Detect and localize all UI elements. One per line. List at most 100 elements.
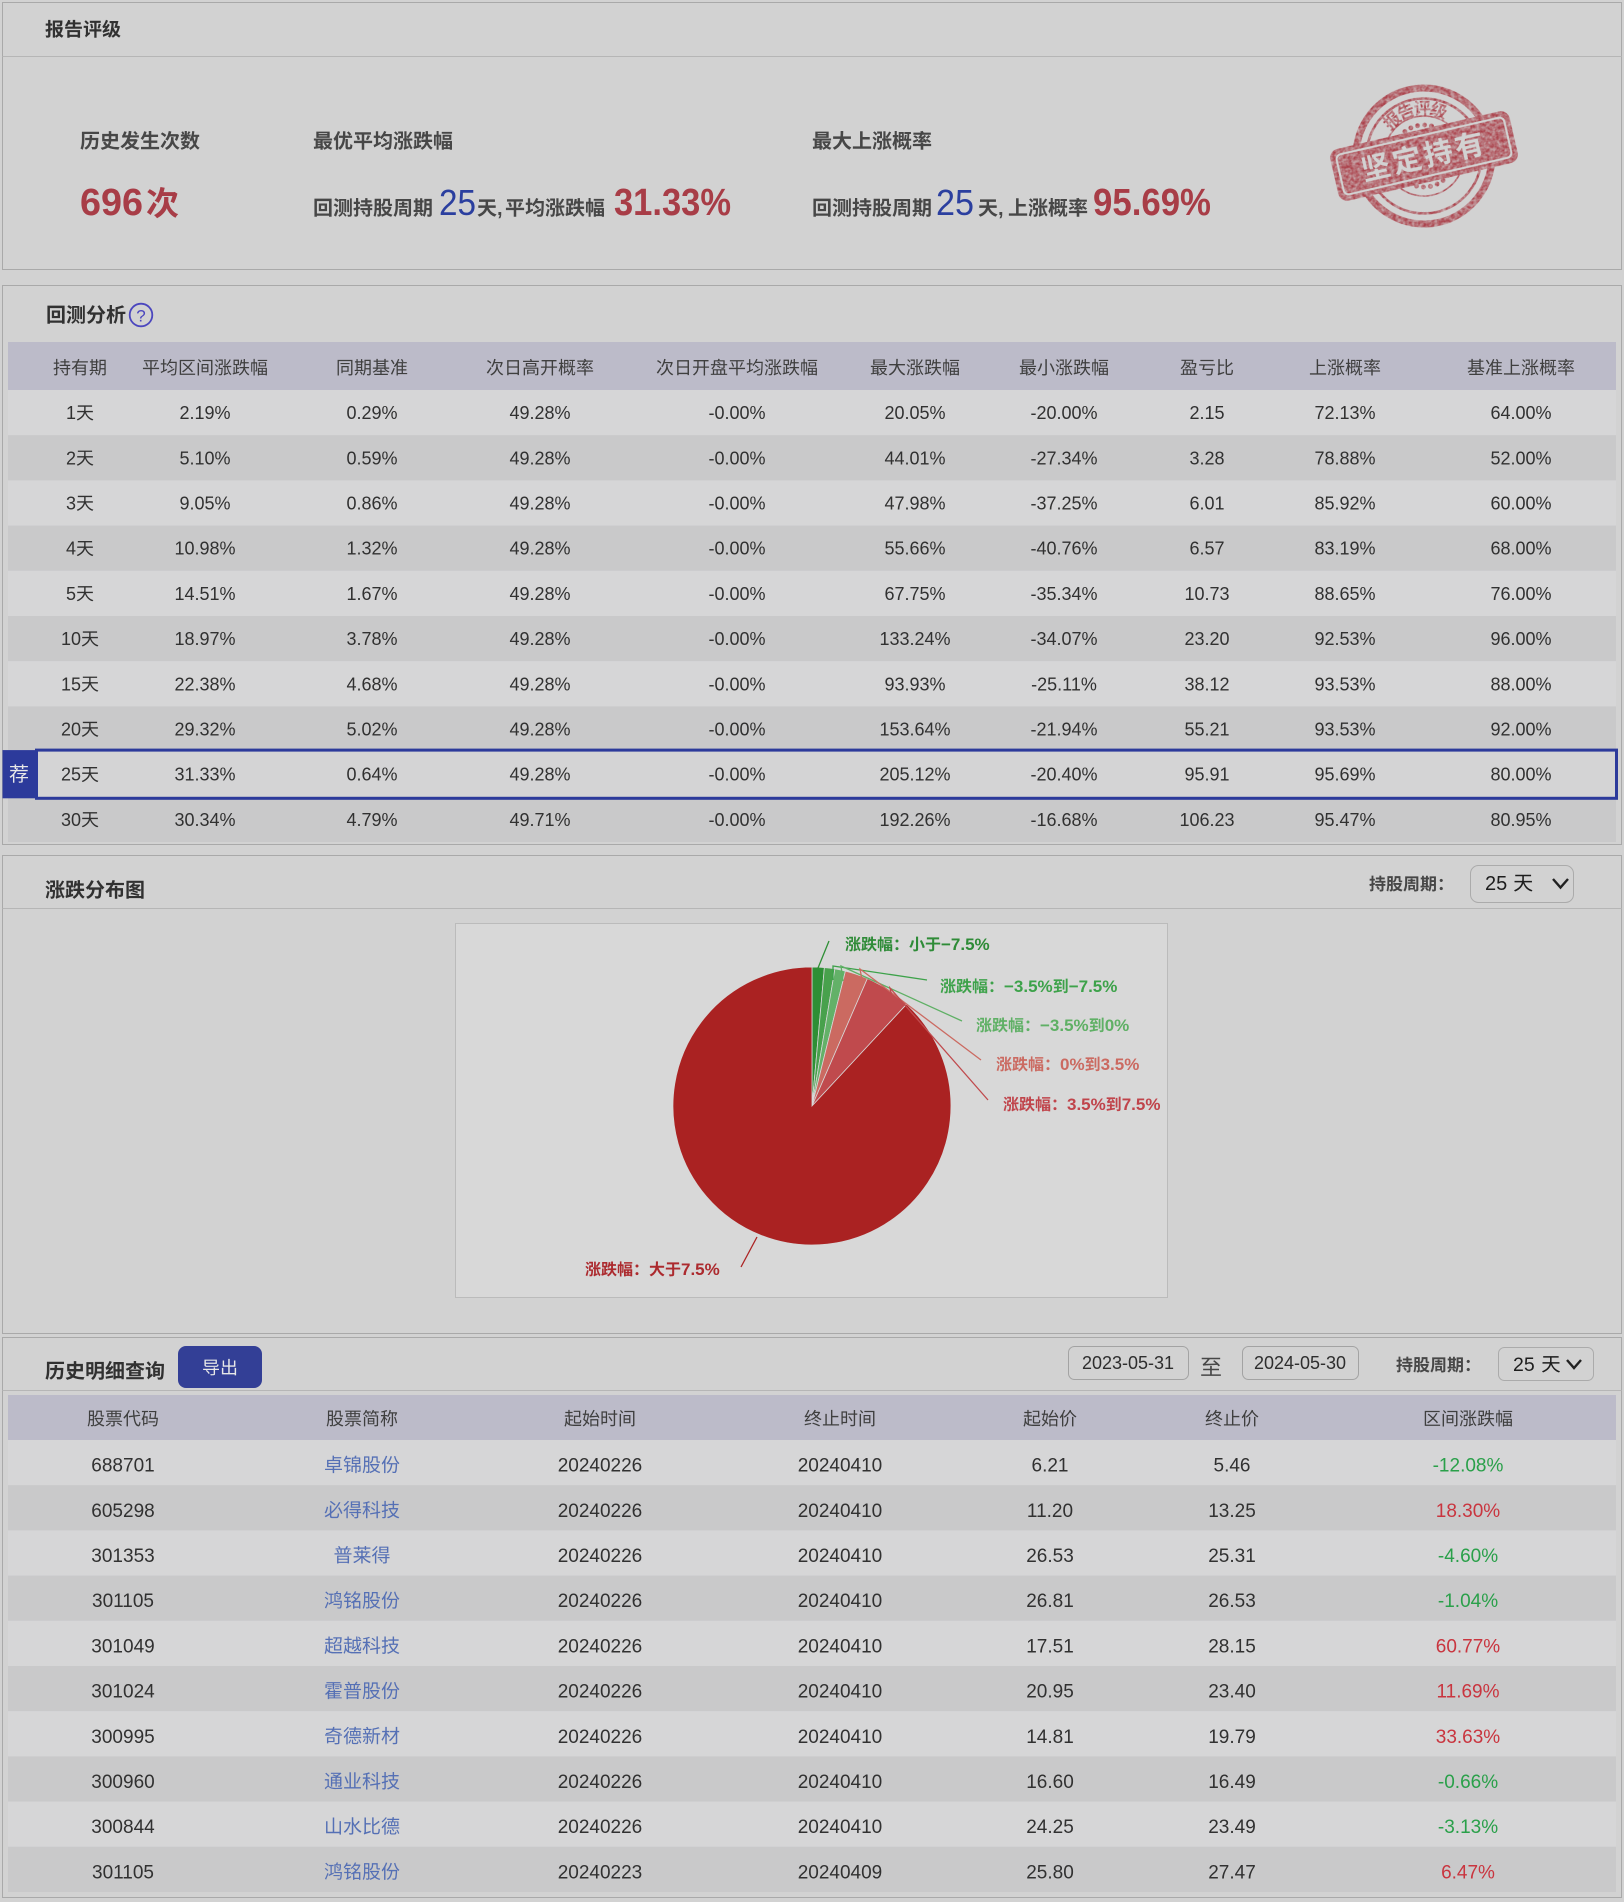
- svg-text:24.25: 24.25: [1026, 1817, 1074, 1838]
- svg-text:60.00%: 60.00%: [1490, 494, 1551, 514]
- svg-text:688701: 688701: [91, 1456, 154, 1477]
- svg-text:31.33%: 31.33%: [614, 182, 731, 224]
- svg-text:16.49: 16.49: [1208, 1772, 1256, 1793]
- svg-text:72.13%: 72.13%: [1314, 403, 1375, 423]
- svg-text:-27.34%: -27.34%: [1030, 448, 1097, 468]
- svg-text:25: 25: [61, 765, 81, 785]
- svg-text:-0.00%: -0.00%: [708, 674, 765, 694]
- svg-text:153.64%: 153.64%: [879, 720, 950, 740]
- svg-text:13.25: 13.25: [1208, 1501, 1256, 1522]
- svg-text:38.12: 38.12: [1184, 674, 1229, 694]
- svg-text:−3.5%: −3.5%: [1040, 1016, 1089, 1035]
- svg-text:301105: 301105: [92, 1591, 154, 1612]
- svg-text:133.24%: 133.24%: [879, 629, 950, 649]
- svg-text:-0.00%: -0.00%: [708, 810, 765, 830]
- svg-text:0.29%: 0.29%: [346, 403, 397, 423]
- svg-text:49.28%: 49.28%: [509, 494, 570, 514]
- svg-text:16.60: 16.60: [1026, 1772, 1074, 1793]
- svg-text:20240410: 20240410: [798, 1817, 883, 1838]
- svg-text:14.51%: 14.51%: [174, 584, 235, 604]
- svg-text:20240226: 20240226: [558, 1501, 643, 1522]
- svg-text:5.46: 5.46: [1214, 1456, 1251, 1477]
- svg-text:106.23: 106.23: [1179, 810, 1234, 830]
- svg-text:-20.40%: -20.40%: [1030, 765, 1097, 785]
- svg-text:25: 25: [439, 182, 476, 223]
- svg-text:23.49: 23.49: [1208, 1817, 1256, 1838]
- svg-text:3.28: 3.28: [1189, 448, 1224, 468]
- svg-text:-25.11%: -25.11%: [1031, 674, 1097, 694]
- svg-text:23.40: 23.40: [1208, 1682, 1256, 1703]
- svg-text:−7.5%: −7.5%: [1069, 977, 1118, 996]
- svg-text:20240410: 20240410: [798, 1546, 883, 1567]
- svg-text:27.47: 27.47: [1208, 1862, 1256, 1883]
- svg-text:60.77%: 60.77%: [1436, 1636, 1501, 1657]
- svg-text:301024: 301024: [91, 1682, 155, 1703]
- svg-text:6.57: 6.57: [1189, 539, 1224, 559]
- svg-text:20: 20: [61, 720, 81, 740]
- svg-text:88.65%: 88.65%: [1314, 584, 1375, 604]
- svg-text:-34.07%: -34.07%: [1030, 629, 1097, 649]
- svg-text:20240226: 20240226: [558, 1727, 643, 1748]
- svg-text:0.64%: 0.64%: [346, 765, 397, 785]
- svg-text:96.00%: 96.00%: [1490, 629, 1551, 649]
- svg-text:301105: 301105: [92, 1862, 154, 1883]
- svg-text:20240226: 20240226: [558, 1456, 643, 1477]
- svg-text:95.47%: 95.47%: [1314, 810, 1375, 830]
- svg-text:20240410: 20240410: [798, 1456, 883, 1477]
- svg-text:20240410: 20240410: [798, 1636, 883, 1657]
- svg-text:20240410: 20240410: [798, 1501, 883, 1522]
- svg-text:18.97%: 18.97%: [174, 629, 235, 649]
- svg-text:192.26%: 192.26%: [879, 810, 950, 830]
- svg-text:-1.04%: -1.04%: [1438, 1591, 1498, 1612]
- svg-text:25: 25: [1485, 873, 1507, 895]
- svg-text:92.00%: 92.00%: [1490, 720, 1551, 740]
- svg-text:2.15: 2.15: [1189, 403, 1224, 423]
- svg-text:7.5%: 7.5%: [1122, 1095, 1161, 1114]
- svg-text:-3.13%: -3.13%: [1438, 1817, 1498, 1838]
- svg-text:14.81: 14.81: [1026, 1727, 1074, 1748]
- svg-text:20240226: 20240226: [558, 1591, 643, 1612]
- svg-text:49.28%: 49.28%: [509, 539, 570, 559]
- svg-text:76.00%: 76.00%: [1490, 584, 1551, 604]
- svg-text:-0.00%: -0.00%: [708, 720, 765, 740]
- svg-text:49.28%: 49.28%: [509, 720, 570, 740]
- svg-text:1: 1: [66, 403, 76, 423]
- svg-text:68.00%: 68.00%: [1490, 539, 1551, 559]
- svg-text:49.71%: 49.71%: [509, 810, 570, 830]
- svg-text:-0.00%: -0.00%: [708, 584, 765, 604]
- svg-text:55.66%: 55.66%: [884, 539, 945, 559]
- svg-text:10.98%: 10.98%: [174, 539, 235, 559]
- svg-text:80.00%: 80.00%: [1490, 765, 1551, 785]
- svg-text:2023-05-31: 2023-05-31: [1082, 1353, 1174, 1373]
- svg-text:28.15: 28.15: [1208, 1636, 1256, 1657]
- svg-text:17.51: 17.51: [1026, 1636, 1074, 1657]
- svg-text:19.79: 19.79: [1208, 1727, 1256, 1748]
- svg-text:,: ,: [497, 198, 503, 220]
- svg-text:52.00%: 52.00%: [1490, 448, 1551, 468]
- svg-text:-0.00%: -0.00%: [708, 403, 765, 423]
- svg-text:2.19%: 2.19%: [179, 403, 230, 423]
- svg-text:,: ,: [998, 198, 1004, 220]
- svg-text:−3.5%: −3.5%: [1004, 977, 1053, 996]
- svg-text:85.92%: 85.92%: [1314, 494, 1375, 514]
- svg-text:49.28%: 49.28%: [509, 584, 570, 604]
- svg-text:6.01: 6.01: [1189, 494, 1224, 514]
- svg-text:67.75%: 67.75%: [884, 584, 945, 604]
- svg-text:?: ?: [136, 307, 145, 326]
- svg-text:93.53%: 93.53%: [1314, 674, 1375, 694]
- svg-text:2: 2: [66, 448, 76, 468]
- svg-text:205.12%: 205.12%: [879, 765, 950, 785]
- svg-text:3.5%: 3.5%: [1101, 1055, 1140, 1074]
- svg-text:-0.00%: -0.00%: [708, 629, 765, 649]
- svg-text:5.10%: 5.10%: [179, 448, 230, 468]
- svg-text:49.28%: 49.28%: [509, 629, 570, 649]
- svg-text:95.69%: 95.69%: [1093, 182, 1211, 224]
- svg-text:95.91: 95.91: [1184, 765, 1229, 785]
- svg-text:-37.25%: -37.25%: [1030, 494, 1097, 514]
- svg-text:-0.00%: -0.00%: [708, 539, 765, 559]
- svg-text:5: 5: [66, 584, 76, 604]
- svg-text:605298: 605298: [91, 1501, 154, 1522]
- svg-text:95.69%: 95.69%: [1314, 765, 1375, 785]
- svg-text:49.28%: 49.28%: [509, 765, 570, 785]
- svg-text:1.67%: 1.67%: [346, 584, 397, 604]
